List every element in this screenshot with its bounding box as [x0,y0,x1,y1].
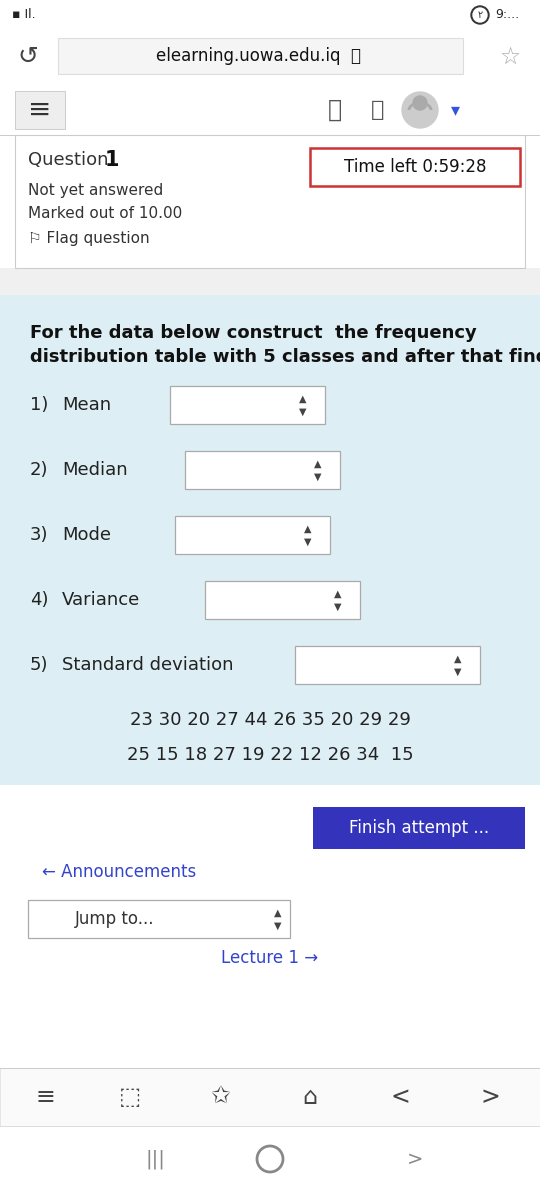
Bar [28,900,290,938]
Text: ⌂: ⌂ [302,1085,318,1109]
Bar [15,91,65,128]
Bar [0,85,540,134]
Text: ▲: ▲ [314,458,322,469]
Text: Standard deviation: Standard deviation [62,656,233,674]
Text: 25 15 18 27 19 22 12 26 34  15: 25 15 18 27 19 22 12 26 34 15 [127,746,413,764]
Bar [0,30,540,85]
Bar [0,1126,540,1200]
Text: ▼: ▼ [304,538,312,547]
Bar [313,806,525,850]
Text: Question: Question [28,151,114,169]
Text: ☆: ☆ [500,44,521,68]
Circle shape [413,96,427,110]
Bar [15,134,525,268]
Text: ⚐ Flag question: ⚐ Flag question [28,230,150,246]
Text: ▼: ▼ [454,667,462,677]
Text: ▲: ▲ [454,654,462,664]
Bar [170,386,325,424]
Text: elearning.uowa.edu.iq  🔒: elearning.uowa.edu.iq 🔒 [156,47,361,65]
Text: ▾: ▾ [450,101,460,119]
Text: ▼: ▼ [314,472,322,482]
Text: |||: ||| [145,1150,165,1169]
Text: Median: Median [62,461,127,479]
Text: Time left 0:59:28: Time left 0:59:28 [344,158,486,176]
Bar [0,295,540,785]
Text: 3): 3) [30,526,49,544]
Text: 2): 2) [30,461,49,479]
Text: Marked out of 10.00: Marked out of 10.00 [28,205,183,221]
Text: ▲: ▲ [304,524,312,534]
Bar [295,646,480,684]
Circle shape [471,6,489,24]
Text: Mean: Mean [62,396,111,414]
Bar [0,785,540,870]
Bar [0,268,540,295]
Text: 🔔: 🔔 [328,98,342,122]
Text: 4): 4) [30,590,49,608]
Text: 23 30 20 27 44 26 35 20 29 29: 23 30 20 27 44 26 35 20 29 29 [130,710,410,728]
Text: ▼: ▼ [334,602,342,612]
Text: >: > [407,1150,423,1169]
Text: Not yet answered: Not yet answered [28,182,163,198]
Text: ← Announcements: ← Announcements [42,863,196,881]
Bar [205,581,360,619]
Text: Finish attempt ...: Finish attempt ... [349,818,489,838]
Text: 1: 1 [105,150,119,170]
Text: 9:...: 9:... [495,8,519,22]
Text: <: < [390,1085,410,1109]
Text: 5): 5) [30,656,49,674]
Text: >: > [480,1085,500,1109]
Circle shape [402,92,438,128]
Text: ⬚: ⬚ [119,1085,141,1109]
Bar [175,516,330,554]
Text: ≡: ≡ [29,96,52,124]
Text: ۲: ۲ [477,10,483,20]
Text: ↺: ↺ [17,44,38,68]
Circle shape [473,8,487,22]
Text: ▲: ▲ [274,908,282,918]
Text: Lecture 1 →: Lecture 1 → [221,949,319,967]
Text: ▲: ▲ [334,589,342,599]
Bar [58,38,463,74]
Text: ▲: ▲ [299,394,307,404]
Text: Jump to...: Jump to... [75,910,154,928]
Text: 💬: 💬 [372,100,384,120]
Text: ▼: ▼ [299,407,307,416]
Bar [0,0,540,30]
Text: ≡: ≡ [35,1085,55,1109]
Bar [185,451,340,490]
Bar [0,1068,540,1126]
Text: ✩: ✩ [210,1085,230,1109]
Text: For the data below construct  the frequency: For the data below construct the frequen… [30,324,477,342]
Bar [310,148,520,186]
Text: ▪ Il.: ▪ Il. [12,8,39,22]
Text: ▼: ▼ [274,922,282,931]
Text: Variance: Variance [62,590,140,608]
Text: Mode: Mode [62,526,111,544]
Text: 1): 1) [30,396,49,414]
Text: distribution table with 5 classes and after that find:: distribution table with 5 classes and af… [30,348,540,366]
Bar [0,134,540,268]
